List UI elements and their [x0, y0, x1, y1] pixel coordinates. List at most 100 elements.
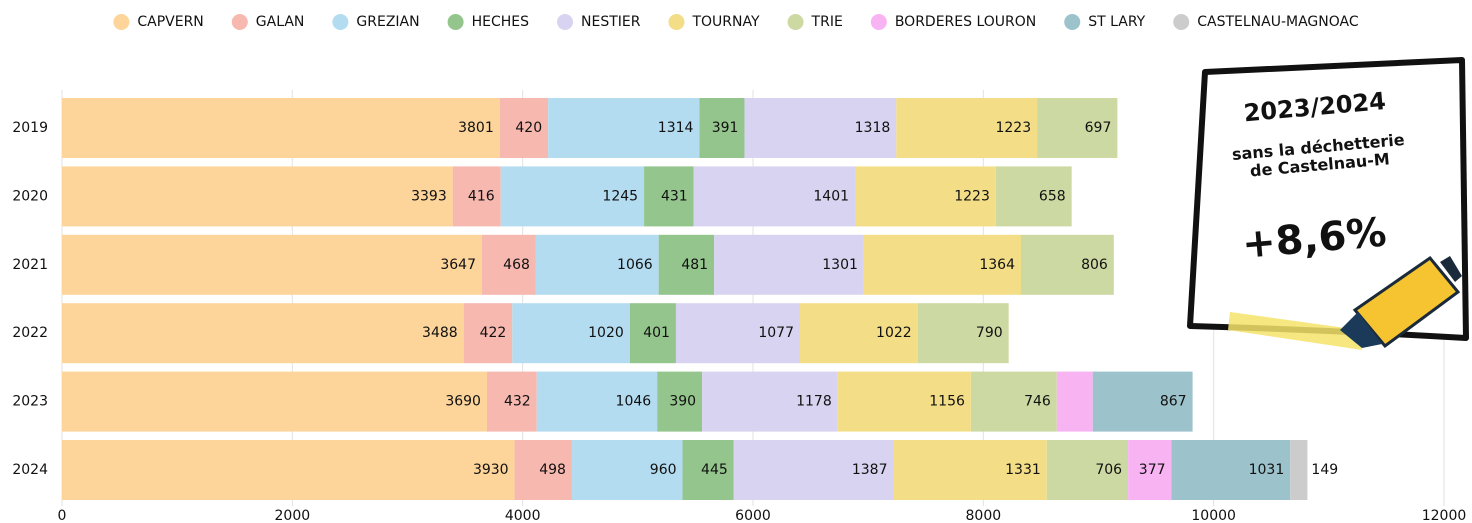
- bar-segment: [1128, 440, 1172, 500]
- bar-segment: [995, 166, 1072, 227]
- legend-label: GALAN: [256, 14, 305, 30]
- data-label: 746: [1024, 394, 1051, 410]
- bar-segment: [863, 234, 1021, 295]
- data-label: 1046: [616, 394, 652, 410]
- bar-segment: [1171, 440, 1291, 500]
- bar-segment: [463, 303, 513, 364]
- bar-segment: [571, 440, 683, 500]
- data-label: 1156: [929, 394, 965, 410]
- data-label: 481: [681, 257, 708, 273]
- data-label: 1077: [758, 325, 794, 341]
- data-label: 401: [643, 325, 670, 341]
- legend-marker: [787, 14, 804, 30]
- data-label: 658: [1039, 188, 1066, 204]
- legend-marker: [113, 14, 130, 30]
- data-label: 498: [539, 462, 566, 478]
- data-label: 377: [1139, 462, 1166, 478]
- data-label: 431: [661, 188, 688, 204]
- bar-segment: [512, 303, 630, 364]
- legend-label: TRIE: [811, 14, 843, 30]
- bar-segment: [62, 234, 483, 295]
- y-tick-label: 2024: [12, 462, 48, 478]
- data-label: 391: [712, 120, 739, 136]
- bar-segment: [837, 371, 971, 432]
- bar-segment: [658, 234, 715, 295]
- data-label: 706: [1095, 462, 1122, 478]
- bar-segment: [1056, 371, 1093, 432]
- bar-segment: [536, 371, 658, 432]
- legend-label: HECHES: [472, 14, 530, 30]
- bar-segment: [893, 440, 1047, 500]
- bar-segment: [548, 98, 700, 158]
- legend-label: NESTIER: [581, 14, 641, 30]
- y-tick-label: 2021: [12, 257, 48, 273]
- legend-marker: [231, 14, 248, 30]
- data-label: 1245: [602, 188, 638, 204]
- data-label: 1022: [876, 325, 912, 341]
- data-label: 3690: [445, 394, 481, 410]
- legend-label: CAPVERN: [137, 14, 203, 30]
- legend-item: BORDERES LOURON: [870, 14, 1036, 30]
- bar-segment: [693, 166, 856, 227]
- legend-label: TOURNAY: [691, 14, 760, 30]
- data-label: 1331: [1005, 462, 1041, 478]
- legend-item: GALAN: [231, 14, 305, 30]
- data-label: 806: [1081, 257, 1108, 273]
- data-label: 867: [1160, 394, 1187, 410]
- data-label: 1031: [1249, 462, 1285, 478]
- data-label: 3930: [473, 462, 509, 478]
- legend-item: CASTELNAU-MAGNOAC: [1173, 14, 1359, 30]
- data-label: 3647: [440, 257, 476, 273]
- y-tick-label: 2022: [12, 325, 48, 341]
- bar-segment: [917, 303, 1009, 364]
- bar-segment: [62, 303, 464, 364]
- data-label: 1364: [979, 257, 1015, 273]
- legend: CAPVERN GALAN GREZIAN HECHES NESTIER TOURNAY T…: [113, 14, 1359, 30]
- bar-segment: [799, 303, 918, 364]
- legend-item: GREZIAN: [332, 14, 420, 30]
- data-label: 422: [480, 325, 507, 341]
- x-tick-label: 10000: [1191, 508, 1236, 523]
- data-label: 468: [503, 257, 530, 273]
- bar-segment: [733, 440, 894, 500]
- legend-item: HECHES: [447, 14, 530, 30]
- x-tick-label: 12000: [1422, 508, 1467, 523]
- bar-segment: [1020, 234, 1114, 295]
- bar-segment: [1037, 98, 1118, 158]
- bar-segment: [1290, 440, 1308, 500]
- legend-marker: [870, 14, 887, 30]
- data-label: 1301: [822, 257, 858, 273]
- bar-segment: [657, 371, 703, 432]
- legend-item: NESTIER: [557, 14, 641, 30]
- legend-marker: [668, 14, 685, 30]
- data-label: 416: [468, 188, 495, 204]
- bar-segment: [486, 371, 537, 432]
- bar-segment: [1046, 440, 1129, 500]
- legend-label: BORDERES LOURON: [895, 14, 1036, 30]
- data-label: 1401: [813, 188, 849, 204]
- bar-segment: [62, 371, 487, 432]
- data-label: 1318: [855, 120, 891, 136]
- data-label: 1223: [995, 120, 1031, 136]
- legend-item: TRIE: [787, 14, 843, 30]
- legend-label: CASTELNAU-MAGNOAC: [1197, 14, 1359, 30]
- highlighter-icon: [1228, 255, 1462, 350]
- data-label: 3801: [458, 120, 494, 136]
- data-label: 3393: [411, 188, 447, 204]
- bar-segment: [629, 303, 676, 364]
- bar-segment: [500, 166, 645, 227]
- x-tick-label: 4000: [505, 508, 541, 523]
- x-tick-label: 6000: [735, 508, 771, 523]
- bar-segment: [514, 440, 572, 500]
- data-label: 697: [1085, 120, 1112, 136]
- bar-segment: [1092, 371, 1193, 432]
- bar-segment: [699, 98, 745, 158]
- y-tick-label: 2023: [12, 394, 48, 410]
- bar-segment: [855, 166, 996, 227]
- bar-segment: [62, 166, 453, 227]
- data-label: 3488: [422, 325, 458, 341]
- x-tick-label: 2000: [275, 508, 311, 523]
- legend-item: CAPVERN: [113, 14, 204, 30]
- bar-segment: [452, 166, 501, 227]
